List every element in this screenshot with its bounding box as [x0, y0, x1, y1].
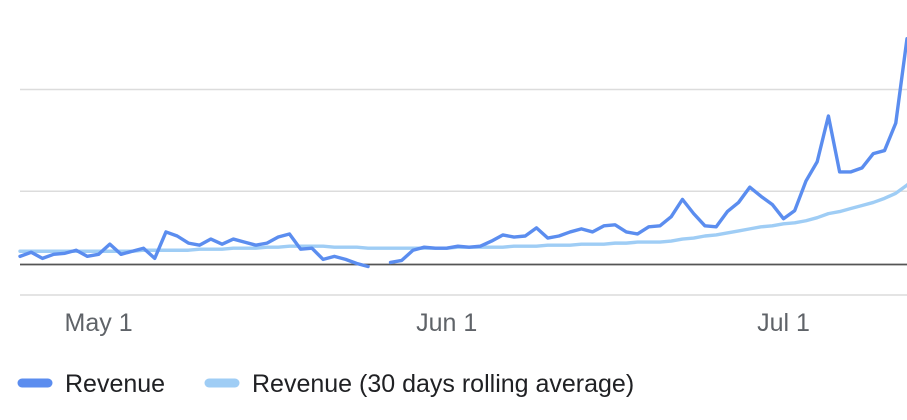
gridlines	[20, 88, 907, 296]
x-tick-label-0: May 1	[65, 309, 133, 337]
series-line-revenue	[18, 36, 907, 269]
x-axis-tick-labels: May 1 Jun 1 Jul 1	[65, 309, 810, 337]
legend-label-0: Revenue	[65, 370, 165, 398]
legend-label-1: Revenue (30 days rolling average)	[252, 370, 634, 398]
series-lines	[18, 36, 907, 269]
x-tick-label-1: Jun 1	[416, 309, 477, 337]
x-tick-label-2: Jul 1	[757, 309, 810, 337]
legend: Revenue Revenue (30 days rolling average)	[17, 370, 634, 398]
